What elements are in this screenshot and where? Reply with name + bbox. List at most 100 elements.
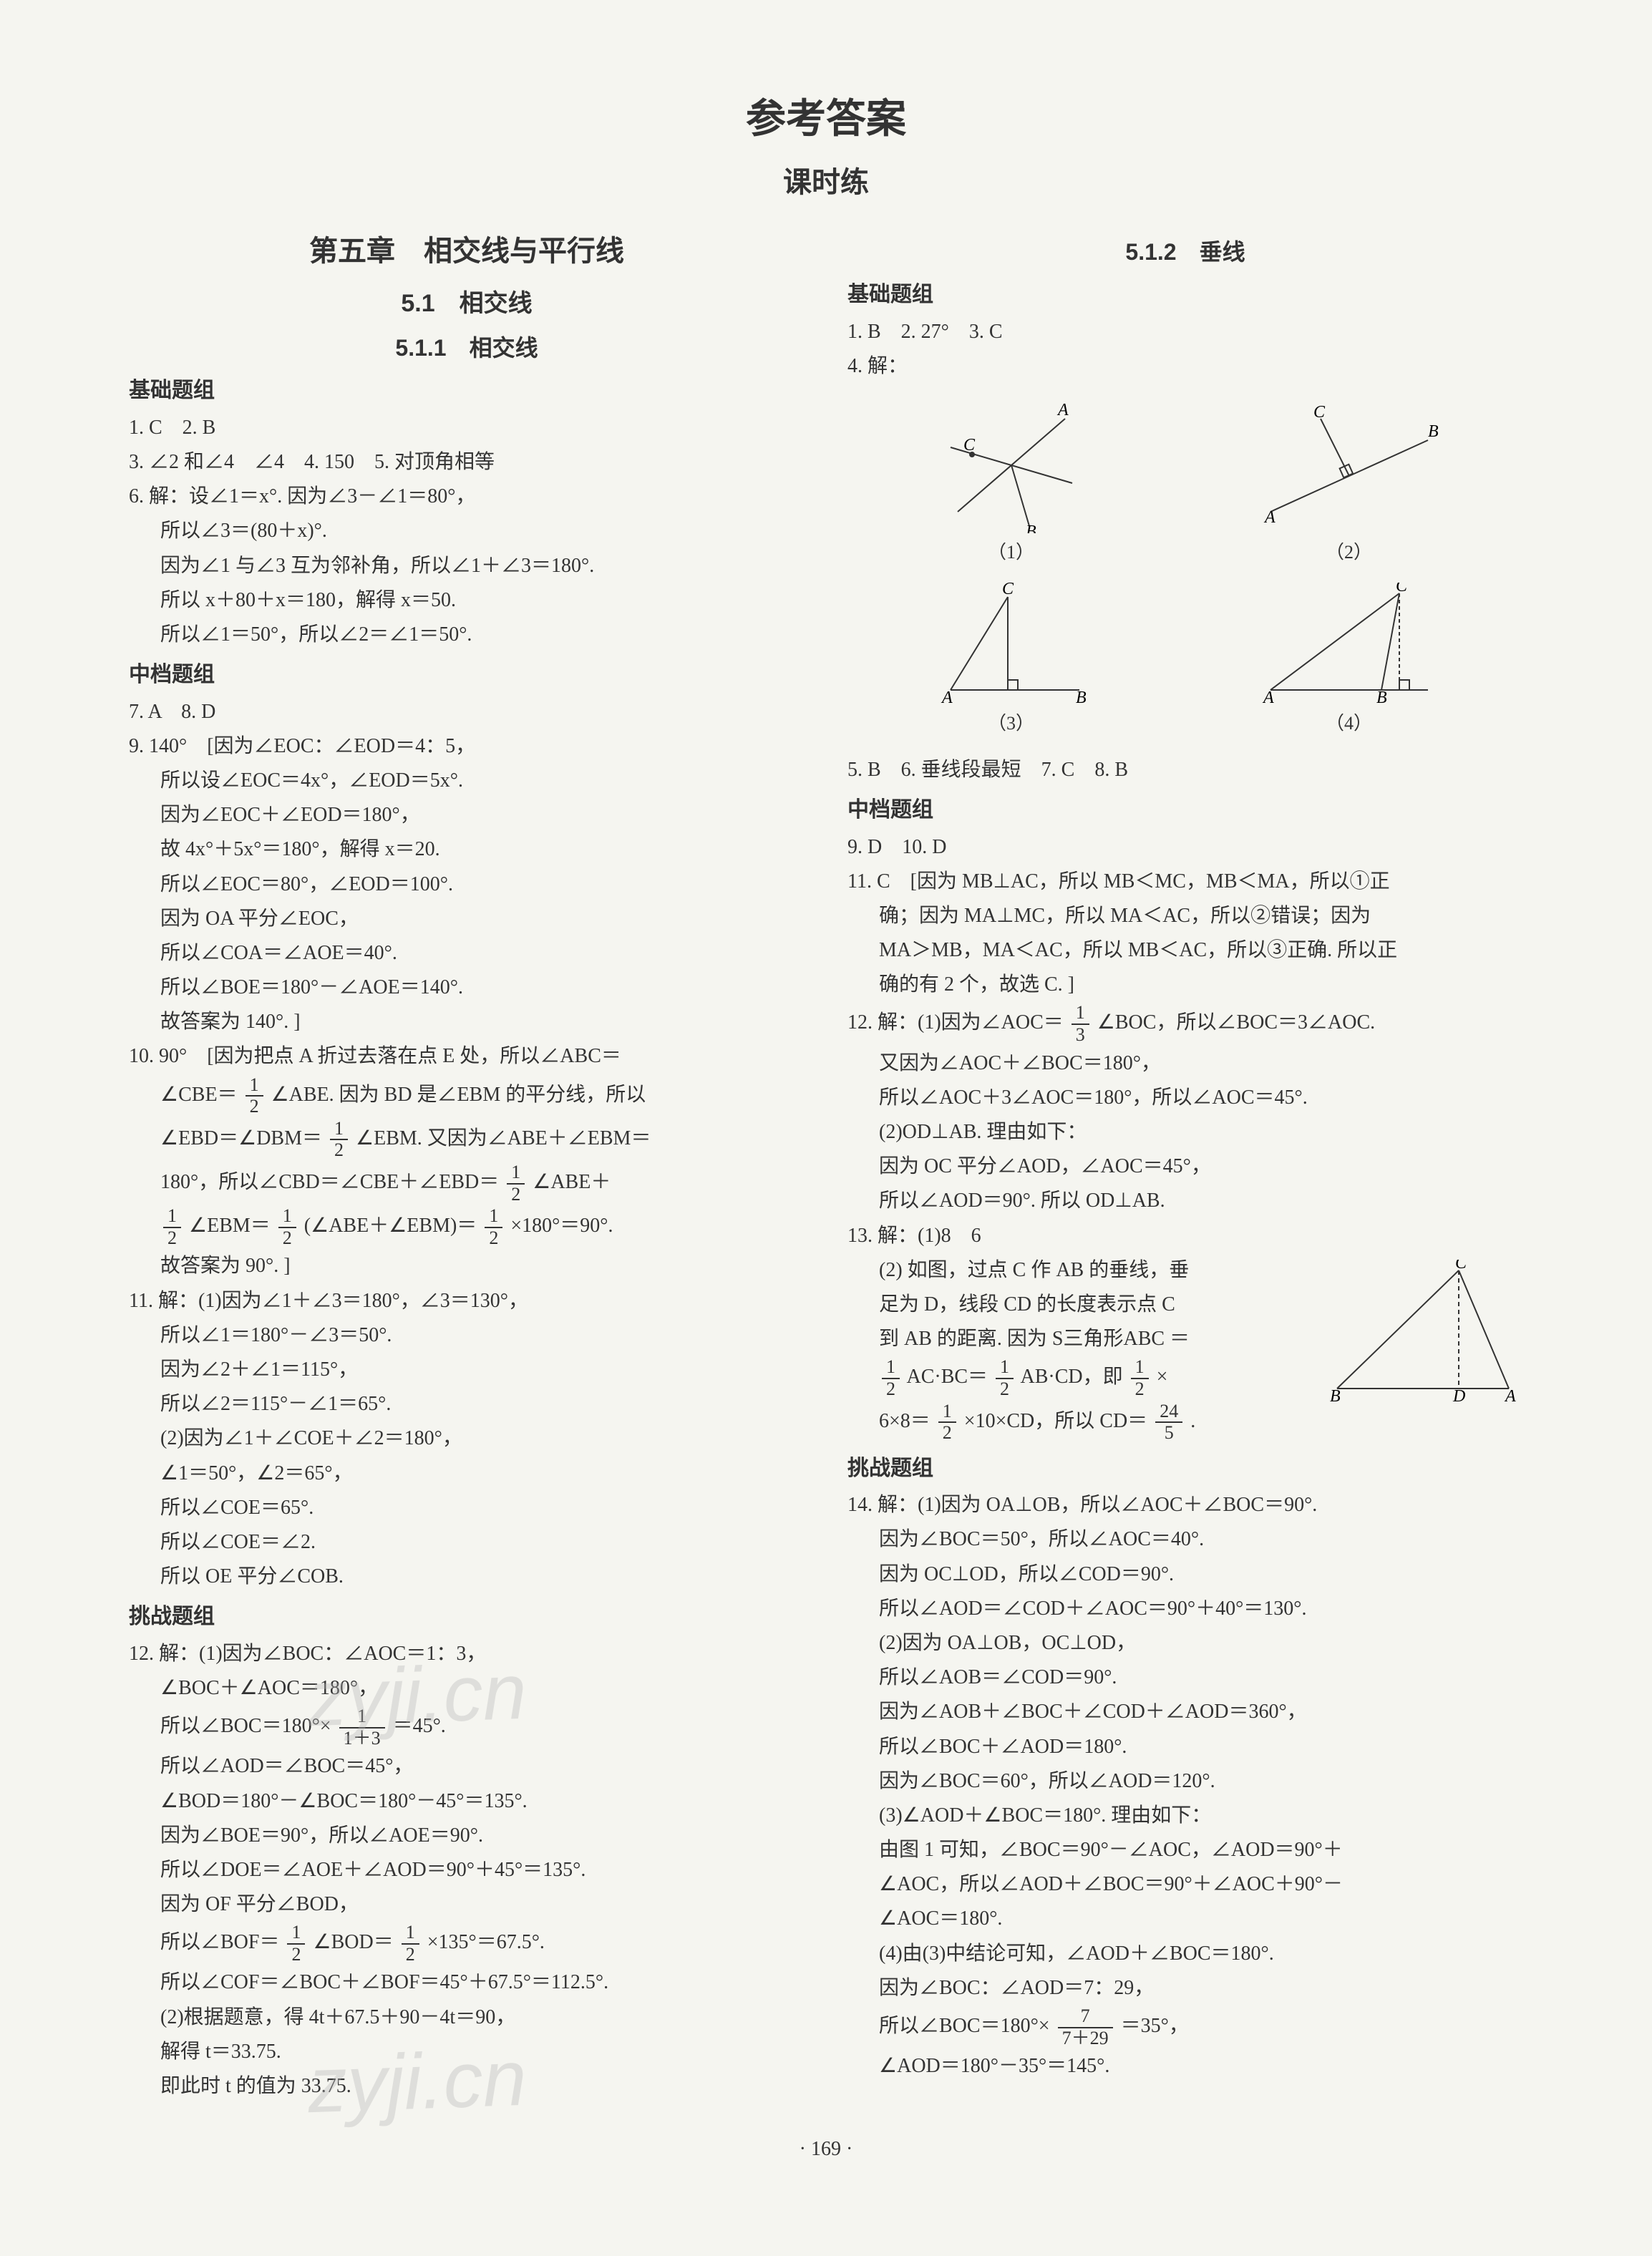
answer-line: ∠EBD＝∠DBM＝ 12 ∠EBM. 又因为∠ABE＋∠EBM＝	[129, 1119, 805, 1161]
answer-line: 所以∠1＝180°－∠3＝50°.	[129, 1319, 805, 1352]
answer-line: 确的有 2 个，故选 C. ]	[847, 968, 1523, 1001]
group-challenge-r: 挑战题组	[847, 1451, 1523, 1487]
answer-line: 所以∠1＝50°，所以∠2＝∠1＝50°.	[129, 618, 805, 651]
text: ∠EBM＝	[189, 1215, 271, 1237]
answer-line: 故答案为 90°. ]	[129, 1250, 805, 1283]
figure-label: （4）	[1256, 709, 1442, 739]
answer-line: ∠AOC＝180°.	[847, 1902, 1523, 1935]
answer-line: 所以∠BOE＝180°－∠AOE＝140°.	[129, 971, 805, 1004]
answer-line: 所以∠COE＝65°.	[129, 1492, 805, 1525]
answer-line: ∠AOD＝180°－35°＝145°.	[847, 2050, 1523, 2083]
answer-line: 所以∠BOC＋∠AOD＝180°.	[847, 1731, 1523, 1764]
answer-line: 因为∠BOC＝60°，所以∠AOD＝120°.	[847, 1765, 1523, 1798]
figure-row-2: A B C （3） A B C （4）	[847, 583, 1523, 739]
answer-line: 故 4x°＋5x°＝180°，解得 x＝20.	[129, 833, 805, 866]
figure-3: A B C （3）	[929, 583, 1094, 739]
answer-line: 所以∠AOB＝∠COD＝90°.	[847, 1661, 1523, 1694]
fraction: 245	[1155, 1401, 1182, 1444]
answer-line: 13. 解：(1)8 6	[847, 1220, 1523, 1253]
answer-line: 10. 90° [因为把点 A 折过去落在点 E 处，所以∠ABC＝	[129, 1040, 805, 1073]
text: ×180°＝90°.	[510, 1215, 613, 1237]
answer-line: 180°，所以∠CBD＝∠CBE＋∠EBD＝ 12 ∠ABE＋	[129, 1162, 805, 1205]
chapter-title: 第五章 相交线与平行线	[129, 228, 805, 275]
answer-line: 所以∠BOC＝180°× 11＋3 ＝45°.	[129, 1706, 805, 1749]
answer-line: 1. B 2. 27° 3. C	[847, 316, 1523, 349]
answer-line: 所以∠COF＝∠BOC＋∠BOF＝45°＋67.5°＝112.5°.	[129, 1966, 805, 1999]
text: 180°，所以∠CBD＝∠CBE＋∠EBD＝	[160, 1171, 499, 1193]
text: 所以∠BOC＝180°×	[879, 2015, 1050, 2037]
figure-triangle: B D A C	[1323, 1260, 1523, 1403]
answer-line: 由图 1 可知，∠BOC＝90°－∠AOC，∠AOD＝90°＋	[847, 1834, 1523, 1867]
text: ＝35°，	[1121, 2015, 1189, 2037]
answer-line: 又因为∠AOC＋∠BOC＝180°，	[847, 1047, 1523, 1080]
text: AC·BC＝	[906, 1366, 988, 1388]
answer-line: 因为∠BOC：∠AOD＝7：29，	[847, 1972, 1523, 2005]
answer-line: (3)∠AOD＋∠BOC＝180°. 理由如下：	[847, 1799, 1523, 1832]
figure-row-1: A C B （1） B C A （2）	[847, 397, 1523, 568]
answer-line: 14. 解：(1)因为 OA⊥OB，所以∠AOC＋∠BOC＝90°.	[847, 1489, 1523, 1522]
svg-text:A: A	[1263, 508, 1276, 527]
svg-text:C: C	[963, 436, 976, 454]
answer-line: ∠BOD＝180°－∠BOC＝180°－45°＝135°.	[129, 1785, 805, 1818]
answer-line: 所以∠AOC＋3∠AOC＝180°，所以∠AOC＝45°.	[847, 1081, 1523, 1114]
answer-line: 所以∠COA＝∠AOE＝40°.	[129, 937, 805, 970]
answer-line: 9. 140° [因为∠EOC：∠EOD＝4：5，	[129, 730, 805, 763]
fraction: 12	[287, 1922, 305, 1965]
answer-line: 所以∠BOC＝180°× 77＋29 ＝35°，	[847, 2006, 1523, 2048]
svg-text:C: C	[1002, 583, 1014, 598]
answer-line: 所以∠AOD＝90°. 所以 OD⊥AB.	[847, 1185, 1523, 1217]
group-basic: 基础题组	[129, 373, 805, 409]
answer-line: 因为∠2＋∠1＝115°，	[129, 1353, 805, 1386]
answer-line: 12 ∠EBM＝ 12 (∠ABE＋∠EBM)＝ 12 ×180°＝90°.	[129, 1206, 805, 1248]
left-column: zyji.cn zyji.cn 第五章 相交线与平行线 5.1 相交线 5.1.…	[129, 228, 805, 2104]
text: ＝45°.	[393, 1715, 446, 1737]
answer-line: 所以设∠EOC＝4x°，∠EOD＝5x°.	[129, 764, 805, 797]
answer-line: (2)因为∠1＋∠COE＋∠2＝180°，	[129, 1422, 805, 1455]
answer-line: 所以∠2＝115°－∠1＝65°.	[129, 1388, 805, 1421]
answer-line: 1. C 2. B	[129, 412, 805, 444]
text: ×	[1157, 1366, 1168, 1388]
answer-line: 所以 OE 平分∠COB.	[129, 1560, 805, 1593]
svg-text:C: C	[1313, 403, 1326, 422]
page-number: · 169 ·	[129, 2133, 1523, 2166]
text: ∠ABE＋	[533, 1171, 611, 1193]
answer-line: 12. 解：(1)因为∠AOC＝ 13 ∠BOC，所以∠BOC＝3∠AOC.	[847, 1003, 1523, 1045]
fraction: 12	[1131, 1357, 1149, 1399]
answer-line: (2)根据题意，得 4t＋67.5＋90－4t＝90，	[129, 2001, 805, 2034]
answer-line: 6×8＝ 12 ×10×CD，所以 CD＝ 245 .	[847, 1401, 1523, 1444]
answer-line: (4)由(3)中结论可知，∠AOD＋∠BOC＝180°.	[847, 1937, 1523, 1970]
subsection-title-left: 5.1.1 相交线	[129, 329, 805, 367]
answer-line: 因为 OC 平分∠AOD，∠AOC＝45°，	[847, 1150, 1523, 1183]
answer-line: 即此时 t 的值为 33.75.	[129, 2070, 805, 2103]
svg-text:D: D	[1452, 1387, 1465, 1403]
answer-line: 因为∠AOB＋∠BOC＋∠COD＋∠AOD＝360°，	[847, 1696, 1523, 1729]
answer-line: ∠BOC＋∠AOC＝180°，	[129, 1672, 805, 1705]
answer-line: 因为 OA 平分∠EOC，	[129, 903, 805, 935]
group-basic-r: 基础题组	[847, 277, 1523, 313]
answer-line: 因为∠BOC＝50°，所以∠AOC＝40°.	[847, 1523, 1523, 1556]
answer-line: 3. ∠2 和∠4 ∠4 4. 150 5. 对顶角相等	[129, 446, 805, 479]
fraction: 12	[278, 1206, 296, 1248]
fraction: 12	[402, 1922, 419, 1965]
text: ∠ABE. 因为 BD 是∠EBM 的平分线，所以	[271, 1084, 646, 1106]
answer-line: 因为 OC⊥OD，所以∠COD＝90°.	[847, 1558, 1523, 1591]
text: 所以∠BOC＝180°×	[160, 1715, 331, 1737]
answer-line: 11. C [因为 MB⊥AC，所以 MB＜MC，MB＜MA，所以①正	[847, 865, 1523, 898]
fraction: 12	[330, 1119, 348, 1161]
figure-label: （3）	[929, 709, 1094, 739]
svg-text:A: A	[1056, 401, 1069, 419]
answer-line: 所以∠AOD＝∠COD＋∠AOC＝90°＋40°＝130°.	[847, 1593, 1523, 1625]
text: 12. 解：(1)因为∠AOC＝	[847, 1011, 1064, 1034]
fraction: 77＋29	[1058, 2006, 1113, 2048]
fraction: 11＋3	[339, 1706, 385, 1749]
page-subtitle: 课时练	[129, 159, 1523, 206]
answer-line: 故答案为 140°. ]	[129, 1006, 805, 1039]
fraction: 12	[485, 1206, 502, 1248]
text: 6×8＝	[879, 1410, 931, 1432]
answer-line: 5. B 6. 垂线段最短 7. C 8. B	[847, 754, 1523, 787]
fraction: 13	[1072, 1003, 1089, 1045]
svg-text:B: B	[1330, 1387, 1341, 1403]
answer-line: 7. A 8. D	[129, 696, 805, 729]
diagram-1-svg: A C B	[929, 397, 1094, 533]
diagram-3-svg: A B C	[929, 583, 1094, 704]
